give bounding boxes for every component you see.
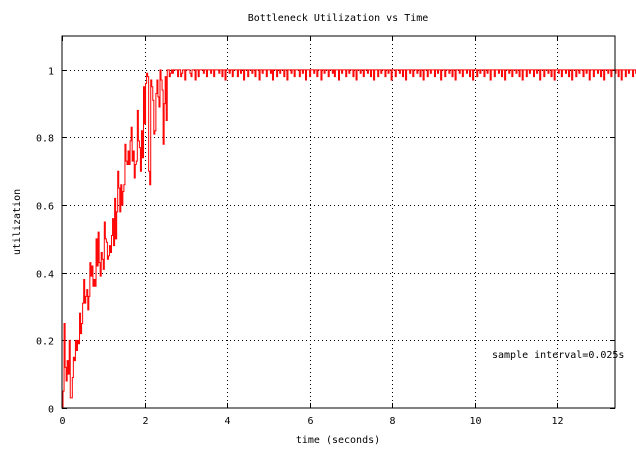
y-tick-label: 0.2 xyxy=(36,337,54,348)
y-tick-label: 0 xyxy=(48,405,54,416)
y-axis-ticks: 0 0.2 0.4 0.6 0.8 1 xyxy=(36,67,615,416)
chart-title: Bottleneck Utilization vs Time xyxy=(248,13,429,24)
plot-frame xyxy=(61,35,616,409)
x-tick-label: 8 xyxy=(389,416,395,427)
x-tick-label: 2 xyxy=(142,416,148,427)
y-tick-label: 0.8 xyxy=(36,134,54,145)
y-tick-label: 0.4 xyxy=(36,270,54,281)
x-tick-label: 0 xyxy=(59,416,65,427)
y-tick-label: 1 xyxy=(48,67,54,78)
x-axis-ticks: 0 2 4 6 8 10 12 xyxy=(59,36,564,427)
y-tick-label: 0.6 xyxy=(36,202,54,213)
x-tick-label: 4 xyxy=(224,416,230,427)
x-tick-label: 10 xyxy=(469,416,481,427)
x-tick-label: 12 xyxy=(551,416,563,427)
y-axis-label: utilization xyxy=(12,189,23,255)
sample-interval-annotation: sample interval=0.025s xyxy=(492,350,624,361)
utilization-series-line xyxy=(62,69,636,409)
x-axis-label: time (seconds) xyxy=(296,435,380,446)
x-tick-label: 6 xyxy=(307,416,313,427)
